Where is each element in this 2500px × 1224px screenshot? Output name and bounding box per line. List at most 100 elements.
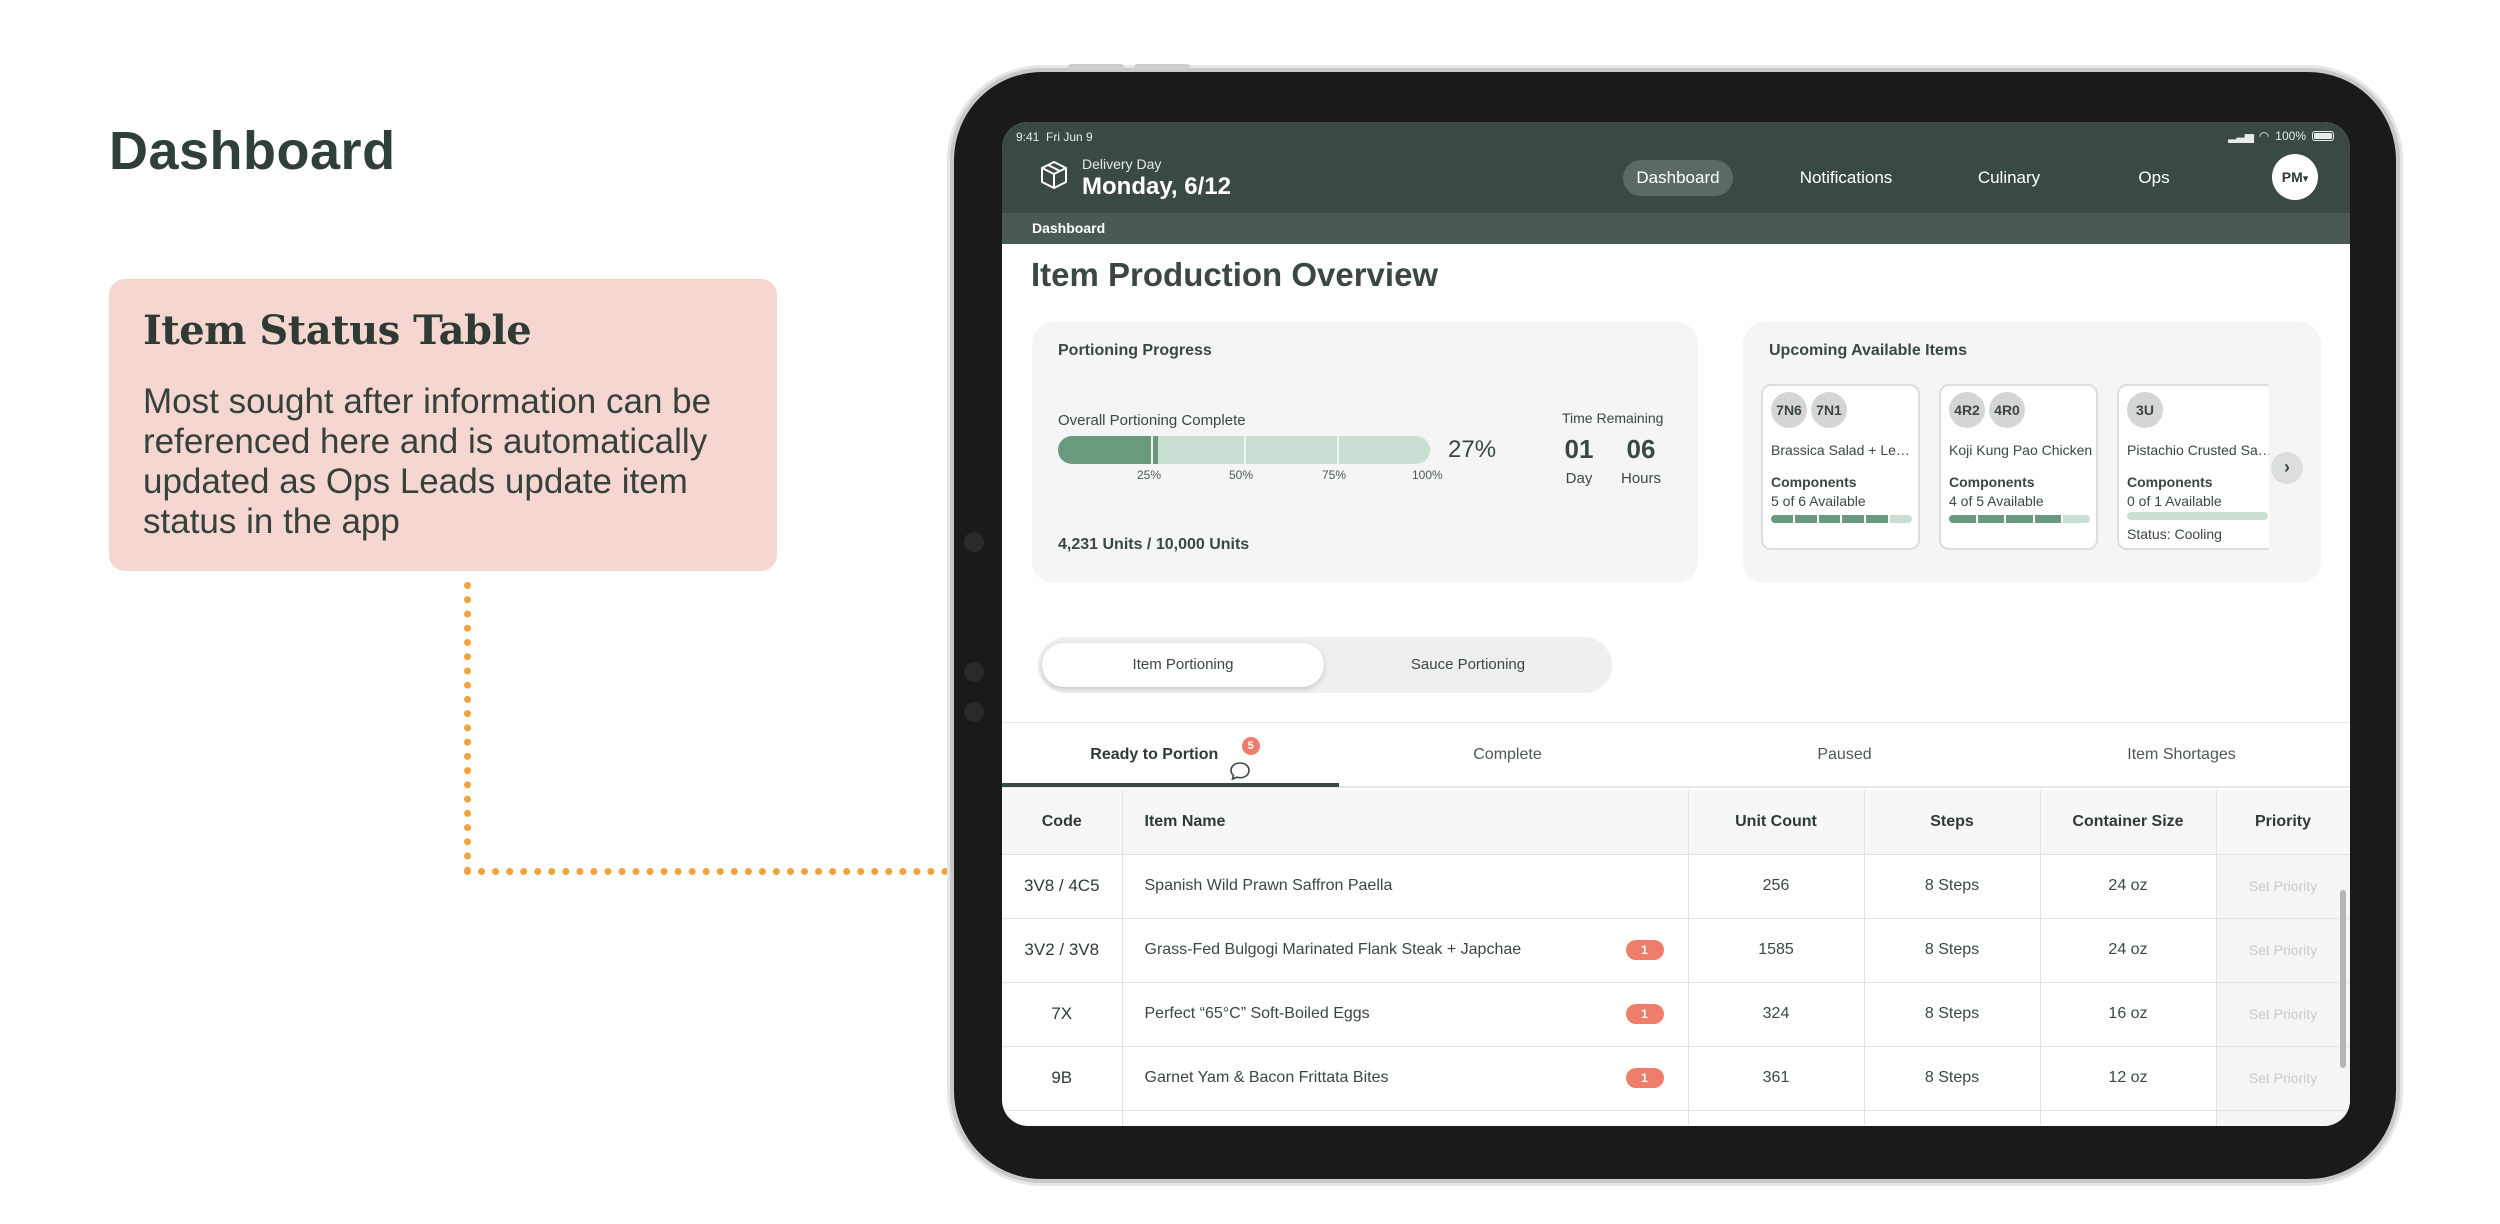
progress-label: Overall Portioning Complete	[1058, 412, 1246, 429]
delivery-date[interactable]: Monday, 6/12	[1082, 173, 1231, 200]
upcoming-item-card[interactable]: 7N6 7N1 Brassica Salad + Lemon Component…	[1761, 384, 1920, 550]
status-tabs: Ready to Portion 5 Complete Paused Item …	[1002, 722, 2350, 788]
cell-item-name: Perfect “65°C” Soft-Boiled Eggs 1	[1122, 982, 1689, 1047]
section-title: Item Production Overview	[1031, 256, 1439, 293]
cell-container-size	[2040, 1110, 2217, 1126]
cell-item-name: Garnet Yam & Bacon Frittata Bites 1	[1122, 1046, 1689, 1111]
component-segment	[1818, 515, 1841, 523]
notification-badge: 5	[1241, 736, 1260, 755]
issue-badge[interactable]: 1	[1625, 940, 1664, 960]
components-label: Components	[1949, 474, 2035, 490]
chevron-down-icon: ▾	[2302, 173, 2309, 185]
time-remaining-label: Time Remaining	[1562, 410, 1664, 426]
breadcrumb[interactable]: Dashboard	[1032, 220, 1106, 236]
tab-label: Ready to Portion	[1090, 746, 1219, 763]
set-priority-button[interactable]: Set Priority	[2216, 982, 2350, 1047]
components-progress	[1949, 515, 2090, 523]
cell-container-size: 16 oz	[2040, 982, 2217, 1047]
status-bar-indicators: ▂▃▅ ◠ 100%	[2228, 129, 2334, 143]
units-count: 4,231 Units / 10,000 Units	[1058, 536, 1250, 553]
cell-unit-count: 256	[1688, 854, 1865, 919]
table-row[interactable]: 3V8 / 4C5 Spanish Wild Prawn Saffron Pae…	[1002, 854, 2350, 919]
table-scrollbar[interactable]	[2340, 890, 2346, 1068]
components-value: 5 of 6 Available	[1771, 493, 1866, 509]
card-title: Portioning Progress	[1058, 342, 1212, 359]
delivery-day-label: Delivery Day	[1082, 156, 1162, 172]
issue-badge[interactable]: 1	[1625, 1068, 1664, 1088]
table-header-row: Code Item Name Unit Count Steps Containe…	[1002, 790, 2350, 855]
nav-culinary[interactable]: Culinary	[1977, 168, 2041, 187]
table-row[interactable]: 7X Perfect “65°C” Soft-Boiled Eggs 1 324 …	[1002, 982, 2350, 1047]
cell-steps: 8 Steps	[1864, 918, 2041, 983]
camera-dot	[964, 532, 984, 552]
component-segment	[1794, 515, 1817, 523]
set-priority-button[interactable]: Set Priority	[2216, 1046, 2350, 1111]
item-status-label: Status:	[2127, 526, 2171, 542]
cell-steps: 8 Steps	[1864, 1046, 2041, 1111]
component-segment	[1842, 515, 1865, 523]
components-value: 0 of 1 Available	[2127, 493, 2222, 509]
column-header-item-name[interactable]: Item Name	[1122, 790, 1689, 855]
nav-notifications[interactable]: Notifications	[1799, 168, 1893, 187]
tab-complete[interactable]: Complete	[1473, 746, 1542, 763]
upcoming-item-card[interactable]: 3U Pistachio Crusted Salmon Components 0…	[2117, 384, 2269, 550]
column-header-container-size[interactable]: Container Size	[2040, 790, 2217, 855]
component-segment	[2034, 515, 2062, 523]
cell-item-name	[1122, 1110, 1689, 1126]
time-hours-label: Hours	[1620, 470, 1661, 487]
cell-steps	[1864, 1110, 2041, 1126]
cell-code: 7X	[1002, 982, 1123, 1047]
nav-ops[interactable]: Ops	[2138, 168, 2170, 187]
card-title: Upcoming Available Items	[1769, 342, 1967, 359]
chevron-right-icon[interactable]: ›	[2271, 452, 2303, 484]
annotation-title: Item Status Table	[143, 307, 532, 354]
table-row[interactable]	[1002, 1110, 2350, 1126]
status-bar-time: 9:41 Fri Jun 9	[1016, 130, 1093, 144]
component-segment	[1890, 515, 1912, 523]
item-status-value: Cooling	[2174, 526, 2222, 542]
cell-container-size: 12 oz	[2040, 1046, 2217, 1111]
tab-ready-to-portion[interactable]: Ready to Portion 5	[1002, 723, 1339, 787]
status-time: 9:41	[1016, 130, 1040, 144]
item-name: Pistachio Crusted Salmon	[2127, 442, 2269, 458]
item-code-chip: 3U	[2127, 392, 2163, 428]
camera-dot	[964, 662, 984, 682]
battery-percent: 100%	[2275, 129, 2306, 143]
column-header-priority[interactable]: Priority	[2216, 790, 2350, 855]
column-header-unit-count[interactable]: Unit Count	[1688, 790, 1865, 855]
table-row[interactable]: 3V2 / 3V8 Grass-Fed Bulgogi Marinated Fl…	[1002, 918, 2350, 983]
item-code-chip: 4R0	[1989, 392, 2025, 428]
tab-paused[interactable]: Paused	[1817, 746, 1872, 763]
toggle-sauce-portioning[interactable]: Sauce Portioning	[1410, 656, 1526, 673]
nav-dashboard[interactable]: Dashboard	[1623, 160, 1733, 196]
set-priority-button[interactable]: Set Priority	[2216, 918, 2350, 983]
tick-label: 100%	[1412, 468, 1443, 482]
cell-code	[1002, 1110, 1123, 1126]
components-label: Components	[1771, 474, 1857, 490]
upcoming-item-card[interactable]: 4R2 4R0 Koji Kung Pao Chicken Components…	[1939, 384, 2098, 550]
app-header: 9:41 Fri Jun 9 ▂▃▅ ◠ 100% Delivery Day M…	[1002, 122, 2350, 213]
item-code-chip: 4R2	[1949, 392, 1985, 428]
component-segment	[2127, 512, 2268, 520]
column-header-steps[interactable]: Steps	[1864, 790, 2041, 855]
components-label: Components	[2127, 474, 2213, 490]
cell-container-size: 24 oz	[2040, 854, 2217, 919]
cell-item-name: Spanish Wild Prawn Saffron Paella	[1122, 854, 1689, 919]
column-header-code[interactable]: Code	[1002, 790, 1123, 855]
item-codes: 7N6 7N1	[1771, 392, 1847, 428]
table-row[interactable]: 9B Garnet Yam & Bacon Frittata Bites 1 36…	[1002, 1046, 2350, 1111]
toggle-item-portioning[interactable]: Item Portioning	[1042, 643, 1324, 687]
components-value: 4 of 5 Available	[1949, 493, 2044, 509]
progress-percent: 27%	[1448, 436, 1497, 463]
cell-code: 9B	[1002, 1046, 1123, 1111]
volume-button	[1068, 64, 1124, 70]
tick-label: 25%	[1137, 468, 1162, 482]
tab-item-shortages[interactable]: Item Shortages	[2127, 746, 2236, 763]
progress-tick	[1337, 436, 1339, 464]
issue-badge[interactable]: 1	[1625, 1004, 1664, 1024]
user-avatar[interactable]: PM▾	[2272, 154, 2318, 200]
set-priority-button[interactable]: Set Priority	[2216, 854, 2350, 919]
progress-tick	[1244, 436, 1246, 464]
set-priority-button[interactable]	[2216, 1110, 2350, 1126]
cell-steps: 8 Steps	[1864, 982, 2041, 1047]
